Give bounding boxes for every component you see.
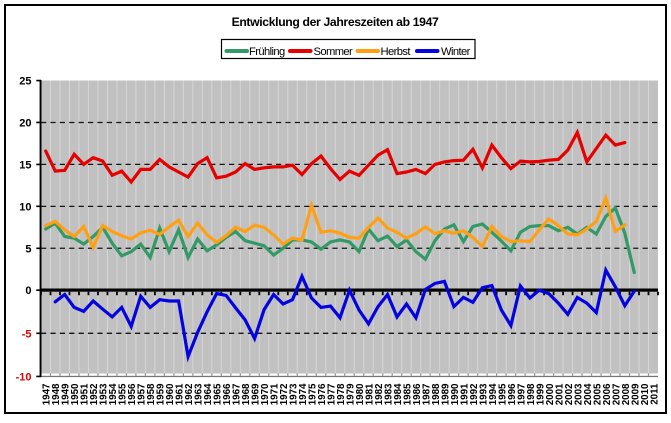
svg-text:Herbst: Herbst — [381, 46, 412, 58]
svg-text:1959: 1959 — [156, 383, 167, 405]
svg-text:1972: 1972 — [279, 383, 290, 405]
svg-text:2002: 2002 — [564, 383, 575, 405]
svg-text:1970: 1970 — [260, 383, 271, 405]
svg-text:Winter: Winter — [441, 46, 471, 58]
svg-text:1964: 1964 — [203, 383, 214, 405]
svg-text:2008: 2008 — [621, 383, 632, 405]
svg-text:1989: 1989 — [440, 383, 451, 405]
svg-text:1983: 1983 — [384, 383, 395, 405]
svg-text:1948: 1948 — [51, 383, 62, 405]
svg-text:1988: 1988 — [431, 383, 442, 405]
svg-text:1973: 1973 — [289, 383, 300, 405]
svg-text:1971: 1971 — [270, 383, 281, 405]
svg-text:Frühling: Frühling — [249, 46, 285, 58]
svg-text:1954: 1954 — [108, 383, 119, 405]
svg-text:1966: 1966 — [222, 383, 233, 405]
svg-text:-5: -5 — [22, 328, 32, 340]
svg-text:1967: 1967 — [232, 383, 243, 405]
svg-text:2003: 2003 — [573, 383, 584, 405]
svg-text:1977: 1977 — [327, 383, 338, 405]
svg-text:1969: 1969 — [251, 383, 262, 405]
svg-text:5: 5 — [25, 243, 31, 255]
svg-text:1978: 1978 — [336, 383, 347, 405]
svg-text:1982: 1982 — [374, 383, 385, 405]
svg-text:2006: 2006 — [602, 383, 613, 405]
svg-text:1958: 1958 — [146, 383, 157, 405]
svg-text:1953: 1953 — [99, 383, 110, 405]
svg-text:2004: 2004 — [583, 383, 594, 405]
svg-text:1986: 1986 — [412, 383, 423, 405]
svg-text:1991: 1991 — [459, 383, 470, 405]
svg-text:0: 0 — [25, 285, 31, 297]
svg-text:1987: 1987 — [421, 383, 432, 405]
svg-text:2005: 2005 — [592, 383, 603, 405]
svg-text:25: 25 — [19, 76, 31, 88]
svg-text:1975: 1975 — [308, 383, 319, 405]
svg-text:2010: 2010 — [640, 383, 651, 405]
svg-text:15: 15 — [19, 159, 31, 171]
svg-text:2009: 2009 — [630, 383, 641, 405]
svg-text:1965: 1965 — [213, 383, 224, 405]
svg-text:1952: 1952 — [89, 383, 100, 405]
svg-text:1999: 1999 — [535, 383, 546, 405]
svg-text:1979: 1979 — [346, 383, 357, 405]
svg-text:1981: 1981 — [365, 383, 376, 405]
svg-text:1984: 1984 — [393, 383, 404, 405]
svg-text:1992: 1992 — [469, 383, 480, 405]
svg-text:1956: 1956 — [127, 383, 138, 405]
svg-text:1955: 1955 — [118, 383, 129, 405]
svg-text:1949: 1949 — [61, 383, 72, 405]
svg-text:2011: 2011 — [649, 383, 660, 405]
svg-text:1962: 1962 — [184, 383, 195, 405]
svg-text:1957: 1957 — [137, 383, 148, 405]
svg-text:20: 20 — [19, 118, 31, 130]
svg-text:1995: 1995 — [497, 383, 508, 405]
svg-text:2001: 2001 — [554, 383, 565, 405]
svg-text:1994: 1994 — [488, 383, 499, 405]
svg-text:1974: 1974 — [298, 383, 309, 405]
svg-text:1997: 1997 — [516, 383, 527, 405]
svg-text:1980: 1980 — [355, 383, 366, 405]
svg-text:-10: -10 — [16, 371, 32, 383]
svg-text:10: 10 — [19, 201, 31, 213]
svg-text:1996: 1996 — [507, 383, 518, 405]
svg-text:Entwicklung der Jahreszeiten a: Entwicklung der Jahreszeiten ab 1947 — [232, 15, 439, 29]
svg-text:1985: 1985 — [403, 383, 414, 405]
svg-text:1963: 1963 — [194, 383, 205, 405]
svg-text:1998: 1998 — [526, 383, 537, 405]
svg-text:1976: 1976 — [317, 383, 328, 405]
svg-text:1950: 1950 — [70, 383, 81, 405]
svg-text:1951: 1951 — [80, 383, 91, 405]
svg-text:1961: 1961 — [175, 383, 186, 405]
svg-text:1968: 1968 — [241, 383, 252, 405]
svg-text:2007: 2007 — [611, 383, 622, 405]
svg-text:1960: 1960 — [165, 383, 176, 405]
svg-text:1990: 1990 — [450, 383, 461, 405]
svg-text:1993: 1993 — [478, 383, 489, 405]
svg-text:2000: 2000 — [545, 383, 556, 405]
svg-text:Sommer: Sommer — [314, 46, 354, 58]
svg-text:1947: 1947 — [42, 383, 53, 405]
